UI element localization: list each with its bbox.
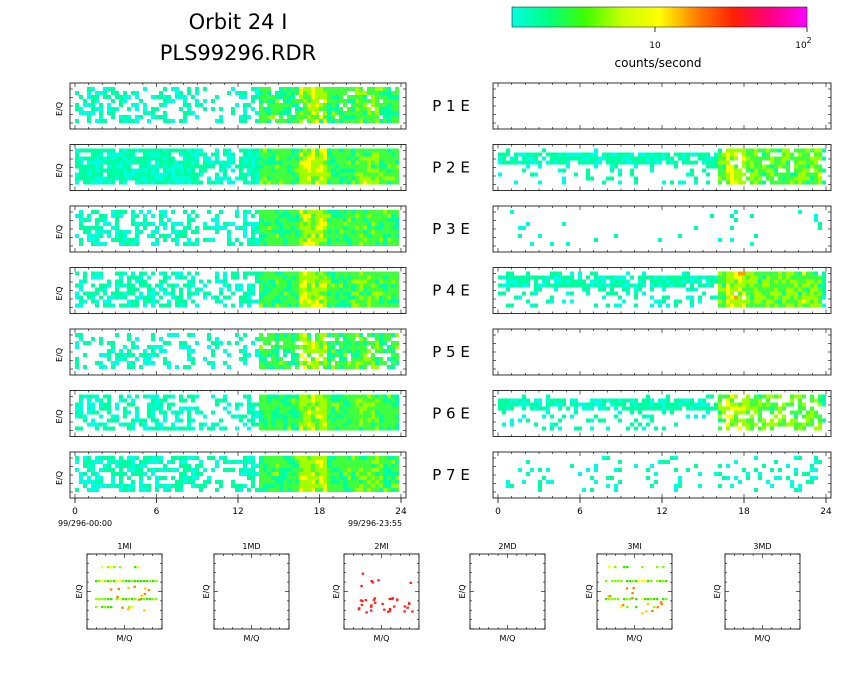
mq-panel: 2MI M/Q E/Q — [332, 542, 420, 643]
mq-panel-title: 3MI — [627, 542, 641, 551]
mq-xlabel: M/Q — [627, 634, 643, 643]
mq-xlabel: M/Q — [755, 634, 771, 643]
mq-data-points — [357, 572, 414, 614]
mq-xlabel: M/Q — [117, 634, 133, 643]
left-panel-cells — [75, 148, 399, 185]
row-label: P 5 E — [432, 343, 470, 361]
time-end-label: 99/296-23:55 — [348, 519, 402, 528]
row-label: P 3 E — [432, 220, 470, 238]
ylabel-energy-per-charge: E/Q — [55, 163, 64, 177]
right-panel-frame — [492, 205, 832, 253]
colorbar-label: counts/second — [615, 56, 702, 70]
mq-ylabel: E/Q — [458, 584, 467, 598]
ylabel-energy-per-charge: E/Q — [55, 102, 64, 116]
spectrogram-row: E/Q P 4 E — [55, 267, 832, 314]
x-tick-label: 0 — [72, 507, 78, 517]
x-tick-label: 6 — [154, 507, 160, 517]
spectrogram-row: E/Q P 2 E — [55, 144, 832, 191]
right-panel-cells — [510, 210, 822, 246]
x-tick-label: 12 — [232, 507, 243, 517]
row-label: P 4 E — [432, 282, 470, 300]
mq-data-points — [605, 566, 668, 615]
left-panel-cells — [75, 271, 399, 308]
spectrogram-row: E/Q P 6 E — [55, 390, 832, 437]
mq-ylabel: E/Q — [713, 584, 722, 598]
left-panel-cells — [75, 394, 399, 431]
mq-panel: 3MI M/Q E/Q — [585, 542, 673, 643]
mq-ylabel: E/Q — [75, 584, 84, 598]
mq-panel-title: 1MI — [117, 542, 131, 551]
mq-panel: 3MD M/Q E/Q — [713, 542, 801, 643]
colorbar — [511, 6, 808, 28]
x-tick-label: 12 — [656, 507, 667, 517]
spectrogram-row: E/Q P 1 E — [55, 82, 832, 130]
left-panel-cells — [75, 456, 399, 492]
ylabel-energy-per-charge: E/Q — [55, 471, 64, 485]
x-tick-label: 24 — [820, 507, 832, 517]
mq-panel-title: 3MD — [753, 542, 771, 551]
right-panel-cells — [498, 148, 826, 185]
mq-panel-frame — [213, 553, 290, 630]
mq-ylabel: E/Q — [332, 584, 341, 598]
mq-data-points — [95, 566, 158, 612]
title-filename: PLS99296.RDR — [160, 41, 317, 65]
spectrogram-row: E/Q P 7 E — [55, 451, 832, 499]
mq-ylabel: E/Q — [585, 584, 594, 598]
colorbar-tick-label-100-base: 10 — [795, 41, 807, 51]
colorbar-tick-label-100-exp: 2 — [806, 36, 811, 45]
left-panel-cells — [75, 210, 399, 246]
mq-panel-frame — [86, 553, 163, 630]
mq-panel-frame — [724, 553, 801, 630]
mq-xlabel: M/Q — [374, 634, 390, 643]
time-start-label: 99/296-00:00 — [58, 519, 112, 528]
right-panel-cells — [506, 456, 822, 492]
mq-panel: 1MI M/Q E/Q — [75, 542, 163, 643]
x-tick-label: 0 — [495, 507, 501, 517]
mq-panel-title: 1MD — [242, 542, 260, 551]
left-panel-cells — [75, 87, 399, 123]
ylabel-energy-per-charge: E/Q — [55, 286, 64, 300]
mq-panel: 2MD M/Q E/Q — [458, 542, 546, 643]
mq-panel-frame — [343, 553, 420, 630]
right-panel-cells — [498, 394, 826, 431]
x-axis-left: 0 6 12 18 24 — [72, 498, 407, 517]
mq-panel-title: 2MD — [498, 542, 516, 551]
mq-xlabel: M/Q — [500, 634, 516, 643]
right-panel-frame — [492, 451, 832, 499]
right-panel-frame — [492, 328, 832, 376]
row-label: P 2 E — [432, 159, 470, 177]
mq-panel-frame — [596, 553, 673, 630]
mass-per-charge-panels: 1MI M/Q E/Q 1MD M/Q E/Q 2MI M/Q E/Q 2MD M/Q E/Q 3MI M… — [75, 542, 801, 643]
mq-panel-frame — [469, 553, 546, 630]
ylabel-energy-per-charge: E/Q — [55, 348, 64, 362]
title-orbit: Orbit 24 I — [189, 10, 288, 34]
row-label: P 6 E — [432, 405, 470, 423]
mq-ylabel: E/Q — [202, 584, 211, 598]
mq-panel-title: 2MI — [374, 542, 388, 551]
row-label: P 7 E — [432, 466, 470, 484]
spectrogram-row: E/Q P 3 E — [55, 205, 832, 253]
left-panel-cells — [75, 333, 399, 369]
row-label: P 1 E — [432, 97, 470, 115]
spectrogram-rows: E/Q P 1 E E/Q P 2 E E/Q P 3 E E/Q P 4 E E/Q P 5 E… — [55, 82, 832, 499]
right-panel-cells — [498, 271, 826, 308]
mq-panel: 1MD M/Q E/Q — [202, 542, 290, 643]
colorbar-tick-label-10: 10 — [649, 41, 661, 51]
spectrogram-row: E/Q P 5 E — [55, 328, 832, 376]
x-tick-label: 24 — [395, 507, 407, 517]
mq-xlabel: M/Q — [244, 634, 260, 643]
right-panel-frame — [492, 82, 832, 130]
ylabel-energy-per-charge: E/Q — [55, 409, 64, 423]
x-tick-label: 18 — [314, 507, 326, 517]
x-tick-label: 6 — [577, 507, 583, 517]
x-axis-right: 0 6 12 18 24 — [495, 498, 832, 517]
ylabel-energy-per-charge: E/Q — [55, 225, 64, 239]
x-tick-label: 18 — [738, 507, 750, 517]
